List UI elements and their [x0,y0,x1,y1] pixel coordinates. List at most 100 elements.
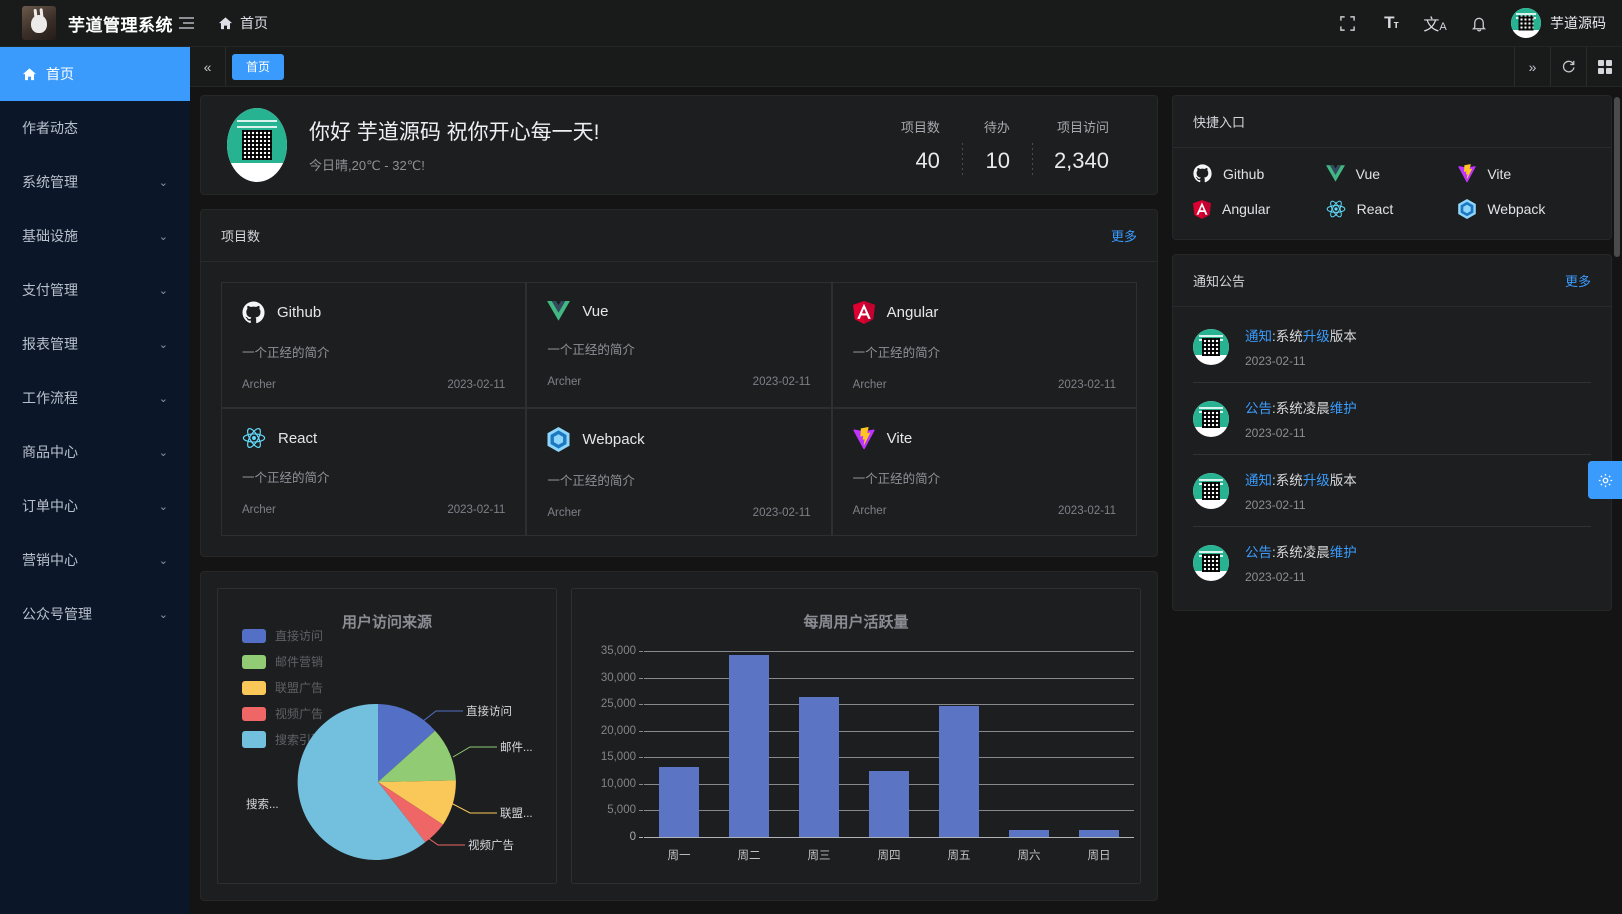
sidebar-item-system[interactable]: 系统管理 ⌄ [0,155,190,209]
qr-avatar [1193,400,1229,437]
chevron-down-icon: ⌄ [158,554,168,567]
bar[interactable] [798,697,840,837]
notice-title[interactable]: 通知:系统升级版本 [1245,325,1357,345]
user-name: 芋道源码 [1550,15,1606,31]
breadcrumb[interactable]: 首页 [218,13,268,33]
bar-x-labels: 周一 周二 周三 周四 周五 周六 周日 [644,847,1134,863]
qr-avatar [227,108,287,182]
projects-header: 项目数 更多 [201,210,1157,262]
react-icon [242,427,266,449]
legend-item[interactable]: 邮件营销 [242,653,323,670]
notice-title[interactable]: 公告:系统凌晨维护 [1245,541,1357,561]
project-date: 2023-02-11 [1058,379,1116,391]
pie-callout-label: 搜索... [246,799,279,811]
quick-item-vue[interactable]: Vue [1325,164,1459,183]
x-tick: 周六 [1017,850,1041,862]
project-card[interactable]: Angular 一个正经的简介 Archer 2023-02-11 [831,282,1137,408]
notice-body: 通知:系统升级版本 2023-02-11 [1245,325,1357,368]
notices-card: 通知公告 更多 [1172,254,1612,611]
bar[interactable] [1078,829,1120,837]
project-author: Archer [852,379,887,391]
x-tick: 周二 [737,850,761,862]
notice-title[interactable]: 通知:系统升级版本 [1245,469,1357,489]
sidebar-item-mp[interactable]: 公众号管理 ⌄ [0,587,190,641]
project-card[interactable]: React 一个正经的简介 Archer 2023-02-11 [221,408,527,536]
sidebar-item-pay[interactable]: 支付管理 ⌄ [0,263,190,317]
translate-icon[interactable]: 文A [1423,17,1447,34]
fullscreen-icon[interactable] [1327,0,1367,47]
quick-item-label: Vite [1487,165,1512,182]
quick-item-react[interactable]: React [1326,199,1459,219]
bar-column [784,651,854,837]
project-card[interactable]: Webpack 一个正经的简介 Archer 2023-02-11 [526,408,832,536]
bar[interactable] [1008,829,1050,837]
bar[interactable] [658,766,700,837]
sidebar-item-home[interactable]: 首页 [0,47,190,101]
project-card[interactable]: Vite 一个正经的简介 Archer 2023-02-11 [831,408,1137,536]
sidebar-item-order[interactable]: 订单中心 ⌄ [0,479,190,533]
legend-swatch [242,628,266,643]
y-tick: 0 [629,831,644,843]
brand[interactable]: 芋道管理系统 [0,6,173,40]
project-head: Angular [852,301,1116,324]
quick-item-angular[interactable]: Angular [1193,199,1326,219]
project-card[interactable]: Vue 一个正经的简介 Archer 2023-02-11 [526,282,832,408]
notice-item[interactable]: 通知:系统升级版本 2023-02-11 [1193,311,1591,383]
quick-item-github[interactable]: Github [1193,164,1326,183]
notice-title[interactable]: 公告:系统凌晨维护 [1245,397,1357,417]
notices-more-link[interactable]: 更多 [1564,274,1591,289]
bell-icon[interactable] [1459,0,1499,47]
notice-item[interactable]: 通知:系统升级版本 2023-02-11 [1193,455,1591,527]
legend-item[interactable]: 视频广告 [242,705,323,722]
chevron-double-right-icon[interactable]: » [1514,47,1550,86]
bars [644,651,1134,837]
quick-item-vite[interactable]: Vite [1458,164,1591,183]
font-size-icon[interactable]: Tт [1384,13,1399,32]
notice-mid: :系统凌晨 [1272,401,1330,416]
notice-mid: :系统 [1272,473,1303,488]
bar-column [1064,651,1134,837]
project-name: Webpack [582,431,645,448]
sidebar-item-workflow[interactable]: 工作流程 ⌄ [0,371,190,425]
notices-header: 通知公告 更多 [1173,255,1611,307]
pie-svg [297,703,497,860]
chevron-down-icon: ⌄ [158,230,168,243]
project-card[interactable]: Github 一个正经的简介 Archer 2023-02-11 [221,282,527,408]
legend-label: 联盟广告 [275,681,324,695]
top-header: 芋道管理系统 首页 Tт 文A [0,0,1622,47]
sidebar-item-marketing[interactable]: 营销中心 ⌄ [0,533,190,587]
legend-swatch [242,706,266,721]
notice-prefix: 通知 [1245,329,1272,344]
quick-item-webpack[interactable]: Webpack [1458,199,1591,219]
sidebar-item-product[interactable]: 商品中心 ⌄ [0,425,190,479]
chevron-double-left-icon[interactable]: « [190,47,226,86]
pie-callout-label: 联盟... [500,808,533,820]
bar[interactable] [938,706,980,837]
legend-item[interactable]: 直接访问 [242,627,323,644]
grid-icon[interactable] [1586,47,1622,86]
sidebar-item-author-news[interactable]: 作者动态 [0,101,190,155]
vertical-scrollbar[interactable] [1614,97,1620,257]
project-date: 2023-02-11 [447,379,506,391]
notice-item[interactable]: 公告:系统凌晨维护 2023-02-11 [1193,527,1591,598]
webpack-icon [547,427,570,452]
refresh-icon[interactable] [1550,47,1586,86]
settings-gear-button[interactable] [1588,461,1622,499]
project-name: Angular [886,304,939,321]
bar[interactable] [868,771,910,837]
x-tick: 周日 [1087,850,1111,862]
tab-home[interactable]: 首页 [232,53,285,80]
sidebar-item-infra[interactable]: 基础设施 ⌄ [0,209,190,263]
notice-item[interactable]: 公告:系统凌晨维护 2023-02-11 [1193,383,1591,455]
avatar [1511,8,1541,38]
project-author: Archer [242,379,276,391]
projects-more-link[interactable]: 更多 [1110,229,1137,244]
sidebar-item-report[interactable]: 报表管理 ⌄ [0,317,190,371]
pie-chart-title: 用户访问来源 [341,614,432,631]
user-menu[interactable]: 芋道源码 [1511,8,1606,38]
legend-item[interactable]: 联盟广告 [242,679,323,696]
bar[interactable] [728,655,770,837]
pie-callout-label: 直接访问 [466,706,512,718]
hamburger-icon[interactable] [168,0,204,47]
